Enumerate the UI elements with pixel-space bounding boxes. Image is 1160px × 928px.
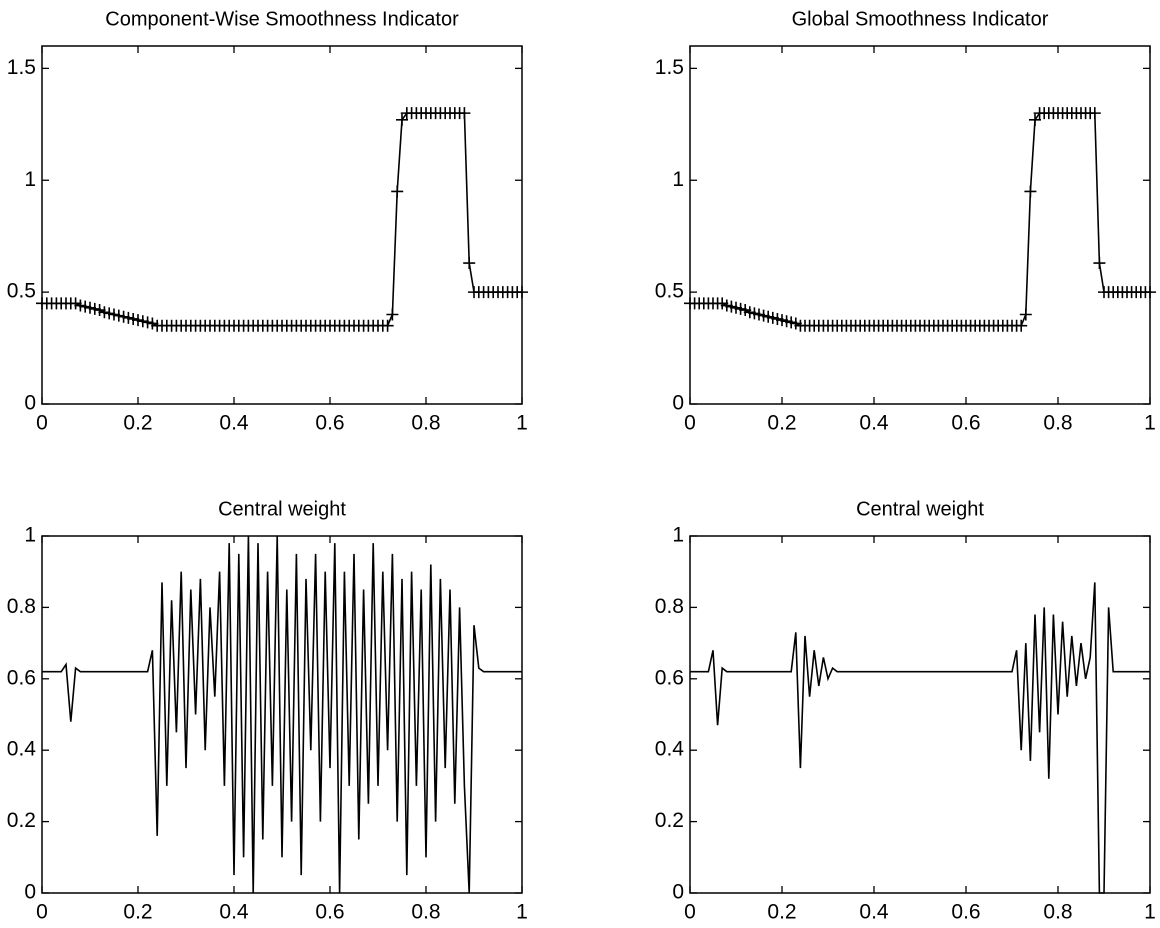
x-tick-label: 0	[684, 412, 696, 435]
y-tick-label: 0.8	[655, 595, 684, 618]
chart-title: Central weight	[856, 498, 984, 520]
axes-box	[41, 535, 523, 894]
y-tick-label: 0	[672, 392, 684, 415]
plus-marker	[458, 107, 471, 120]
y-tick-label: 1.5	[7, 56, 36, 79]
x-tick-label: 1	[516, 412, 528, 435]
y-tick-label: 1	[672, 524, 684, 547]
plus-marker	[391, 185, 404, 198]
x-tick-label: 0.6	[951, 412, 980, 435]
plus-marker	[463, 257, 476, 270]
y-tick-label: 1	[672, 168, 684, 191]
plus-marker	[386, 308, 399, 321]
y-tick-label: 0.4	[655, 738, 685, 761]
chart-title: Global Smoothness Indicator	[792, 8, 1049, 30]
data-line	[690, 582, 1150, 894]
x-tick-label: 0.4	[219, 412, 249, 435]
x-tick-label: 1	[516, 901, 528, 924]
x-tick-label: 0.4	[859, 412, 889, 435]
x-tick-label: 0.8	[411, 412, 440, 435]
x-tick-label: 1	[1144, 901, 1156, 924]
chart-title: Central weight	[218, 498, 346, 520]
x-tick-label: 0.2	[123, 412, 152, 435]
plus-marker	[1019, 308, 1032, 321]
plus-marker	[396, 113, 408, 126]
chart-title: Component-Wise Smoothness Indicator	[105, 8, 459, 30]
y-tick-label: 0.5	[655, 280, 684, 303]
x-tick-label: 0.6	[315, 901, 344, 924]
y-tick-label: 0	[24, 392, 36, 415]
plus-marker	[1029, 113, 1041, 126]
axes-box	[689, 45, 1151, 405]
plus-marker	[1093, 257, 1106, 270]
data-line	[42, 535, 522, 894]
y-tick-label: 0.4	[7, 738, 37, 761]
x-tick-label: 0.2	[767, 901, 796, 924]
x-tick-label: 0.2	[767, 412, 796, 435]
y-tick-label: 0.8	[7, 595, 36, 618]
x-tick-label: 0	[36, 901, 48, 924]
x-tick-label: 0.4	[859, 901, 889, 924]
y-tick-label: 0	[24, 881, 36, 904]
y-tick-label: 0.6	[655, 666, 684, 689]
x-tick-label: 0.4	[219, 901, 249, 924]
y-tick-label: 1.5	[655, 56, 684, 79]
plus-marker	[1024, 185, 1037, 198]
x-tick-label: 1	[1144, 412, 1156, 435]
y-tick-label: 0	[672, 881, 684, 904]
x-tick-label: 0.2	[123, 901, 152, 924]
y-tick-label: 1	[24, 168, 36, 191]
y-tick-label: 1	[24, 524, 36, 547]
y-tick-label: 0.2	[7, 809, 36, 832]
y-tick-label: 0.6	[7, 666, 36, 689]
x-tick-label: 0.6	[951, 901, 980, 924]
plus-marker	[516, 286, 528, 299]
plus-marker	[1088, 107, 1101, 120]
y-tick-label: 0.2	[655, 809, 684, 832]
x-tick-label: 0	[36, 412, 48, 435]
x-tick-label: 0.8	[411, 901, 440, 924]
x-tick-label: 0.8	[1043, 901, 1072, 924]
x-tick-label: 0.8	[1043, 412, 1072, 435]
plus-marker	[1015, 319, 1028, 332]
plus-marker	[381, 319, 394, 332]
data-line	[690, 112, 1150, 327]
data-line	[42, 112, 522, 327]
plus-marker	[1144, 286, 1156, 299]
x-tick-label: 0.6	[315, 412, 344, 435]
axes-box	[41, 45, 523, 405]
x-tick-label: 0	[684, 901, 696, 924]
y-tick-label: 0.5	[7, 280, 36, 303]
axes-box	[689, 535, 1151, 894]
